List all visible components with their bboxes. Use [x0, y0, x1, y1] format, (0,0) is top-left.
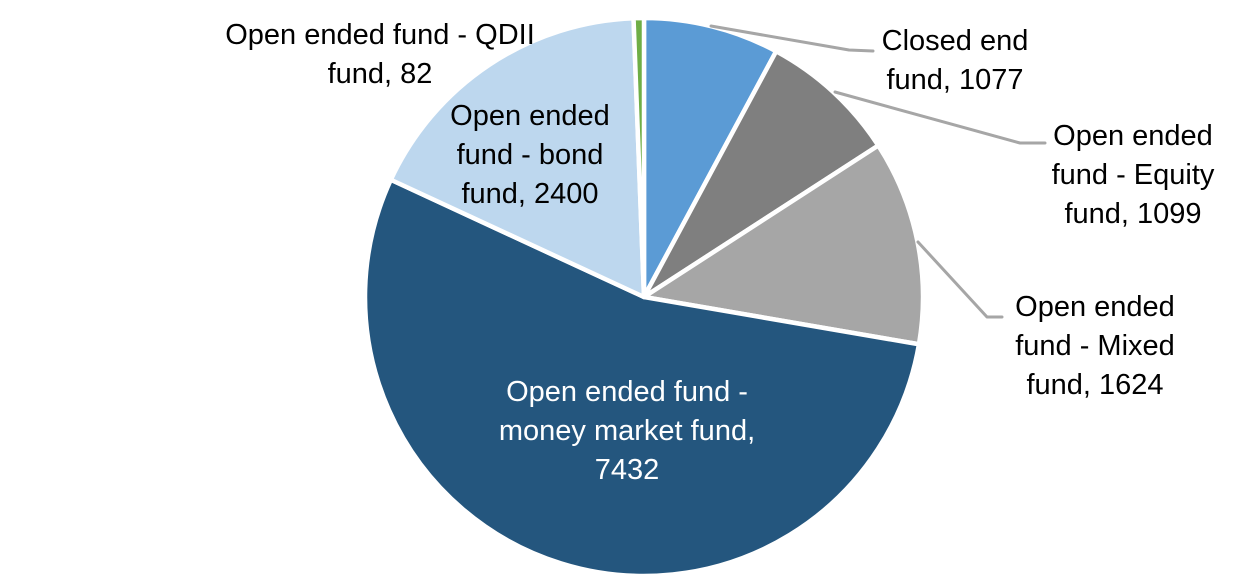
leader-line-mixed-fund	[916, 240, 1004, 319]
data-label-line: Open ended fund -	[506, 376, 748, 408]
data-label-line: fund - Mixed	[1015, 330, 1175, 362]
data-label-line: fund, 1099	[1064, 198, 1202, 230]
data-label-line: 7432	[594, 454, 660, 486]
data-label-line: fund, 82	[327, 58, 433, 90]
data-label-line: Open ended	[1053, 120, 1213, 152]
data-label-mixed-fund: Open ended fund - Mixed fund, 1624	[995, 288, 1195, 405]
data-label-line: fund, 1077	[886, 64, 1024, 96]
leader-lines	[709, 24, 1047, 319]
data-label-line: Open ended fund - QDII	[225, 19, 535, 51]
data-label-line: Open ended	[1015, 291, 1175, 323]
data-label-bond-fund: Open ended fund - bond fund, 2400	[430, 97, 630, 214]
money-market-fund-slice	[362, 177, 922, 579]
data-label-qdii-fund: Open ended fund - QDII fund, 82	[180, 16, 580, 94]
data-label-line: Closed end	[881, 25, 1029, 57]
data-label-closed-end-fund: Closed end fund, 1077	[855, 22, 1055, 100]
data-label-line: fund, 1624	[1026, 369, 1164, 401]
bond-fund-slice	[388, 15, 647, 300]
qdii-fund-slice	[631, 15, 647, 300]
data-label-equity-fund: Open ended fund - Equity fund, 1099	[1033, 117, 1233, 234]
data-label-line: fund, 2400	[461, 178, 599, 210]
leader-line-closed-end-fund	[709, 24, 875, 53]
data-label-line: fund - Equity	[1051, 159, 1215, 191]
equity-fund-slice	[641, 49, 881, 300]
data-label-line: fund - bond	[456, 139, 604, 171]
data-label-money-market-fund: Open ended fund - money market fund, 743…	[467, 373, 787, 490]
data-label-line: Open ended	[450, 100, 610, 132]
pie-slices	[362, 15, 926, 579]
data-label-line: money market fund,	[498, 415, 756, 447]
leader-line-equity-fund	[833, 90, 1047, 145]
